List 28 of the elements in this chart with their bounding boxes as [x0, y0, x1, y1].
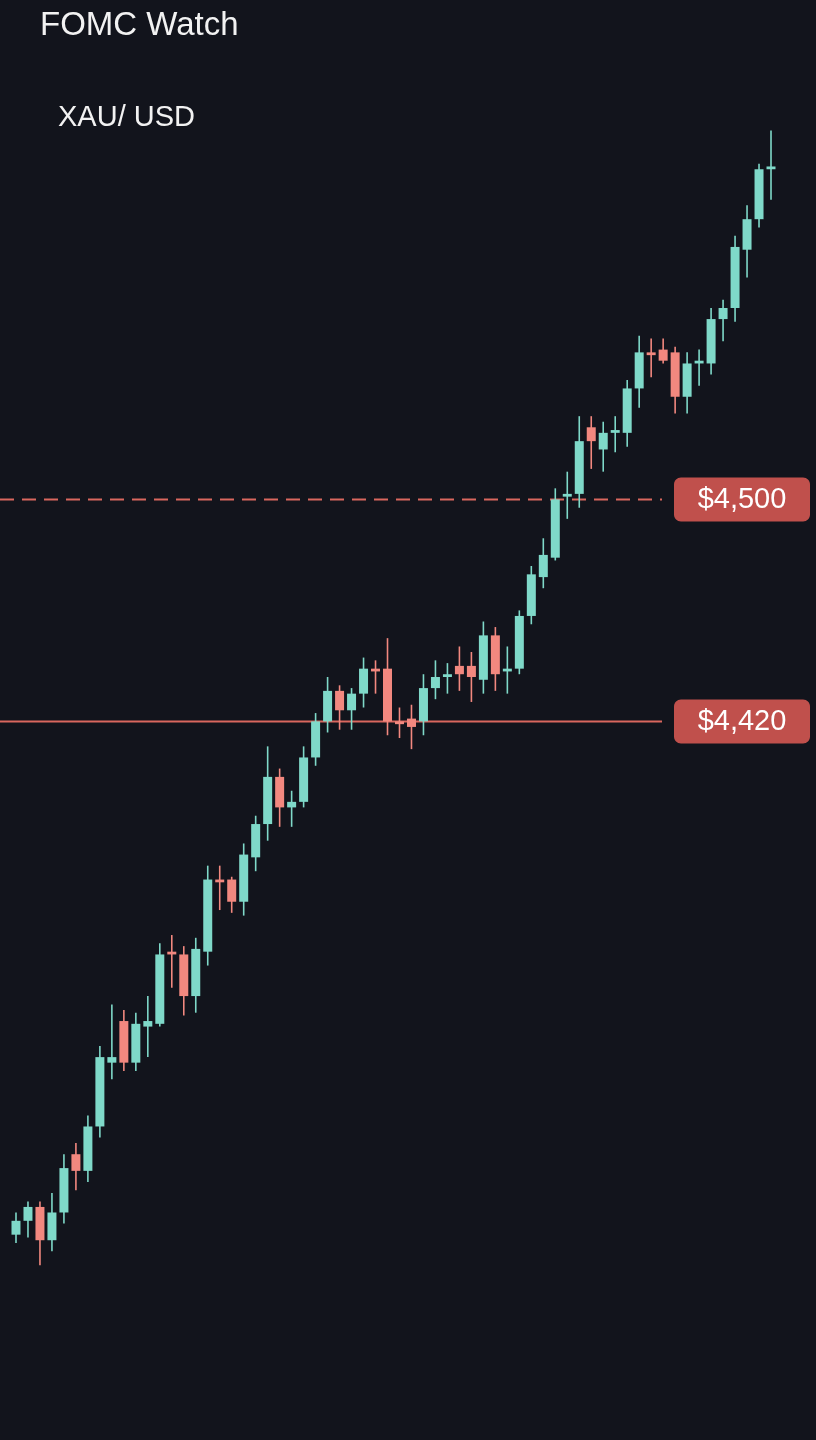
candlestick — [538, 537, 548, 590]
candlestick — [107, 1003, 117, 1081]
candlestick — [11, 1211, 21, 1244]
candlestick — [454, 645, 464, 692]
candlestick — [227, 875, 237, 914]
ref-line-label: $4,500 — [697, 482, 787, 515]
candlestick — [466, 651, 476, 703]
candlestick — [598, 420, 608, 473]
candlestick — [442, 662, 452, 695]
candlestick — [347, 687, 357, 731]
ref-line-label: $4,420 — [697, 704, 787, 737]
chart-title: FOMC Watch — [40, 5, 239, 42]
candlestick — [23, 1200, 33, 1239]
candlestick — [766, 129, 776, 201]
candlestick — [430, 659, 440, 700]
candlestick — [394, 706, 404, 739]
candlestick — [143, 995, 153, 1058]
candlestick — [658, 337, 668, 365]
candlestick — [586, 415, 596, 470]
candlestick — [287, 789, 297, 828]
candlestick — [610, 415, 620, 454]
candlestick — [718, 298, 728, 343]
candlestick — [71, 1142, 81, 1192]
text: XAU/ USD — [58, 100, 195, 132]
candlestick — [335, 684, 345, 731]
candlestick — [562, 470, 572, 520]
candlestick — [406, 703, 416, 750]
candlestick — [646, 337, 656, 379]
